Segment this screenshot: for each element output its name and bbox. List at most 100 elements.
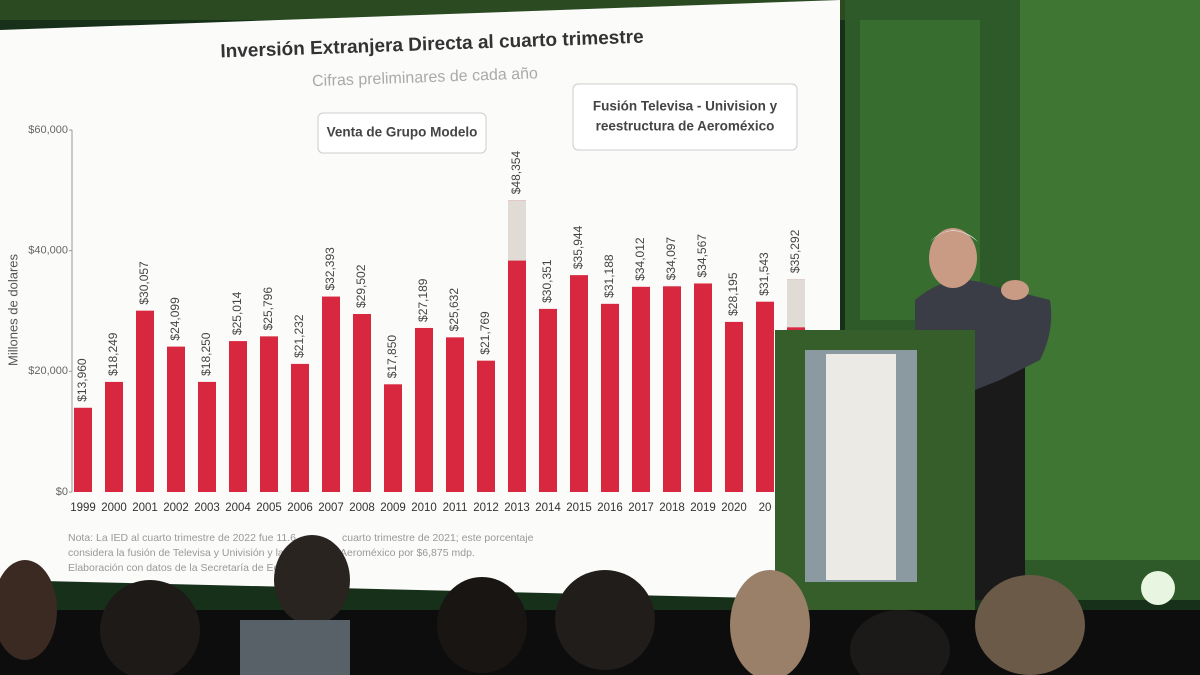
bar	[198, 381, 216, 492]
audience-head	[730, 570, 810, 675]
bar	[384, 384, 402, 492]
value-label: $34,012	[633, 237, 647, 281]
bar	[663, 286, 681, 492]
audience-head	[850, 610, 950, 675]
value-label: $34,567	[695, 234, 709, 278]
annotation: Venta de Grupo Modelo	[327, 125, 478, 140]
value-label: $13,960	[75, 358, 89, 402]
value-label: $48,354	[509, 151, 523, 195]
bar	[322, 296, 340, 492]
value-label: $21,769	[478, 311, 492, 355]
value-label: $35,944	[571, 225, 585, 269]
bar	[105, 381, 123, 492]
bar	[291, 363, 309, 492]
note: cuarto trimestre de 2021; este porcentaj…	[342, 532, 534, 544]
special-segment	[787, 279, 805, 328]
annotation: Fusión Televisa - Univision y	[593, 99, 778, 114]
podium-sign	[826, 354, 896, 580]
bar	[136, 310, 154, 492]
bar	[229, 341, 247, 492]
y-tick-label: $40,000	[28, 245, 68, 257]
value-label: $31,543	[757, 252, 771, 296]
x-tick-label: 2015	[566, 502, 592, 514]
bar	[725, 321, 743, 492]
speaker-head	[929, 228, 977, 288]
y-tick-label: $0	[56, 486, 68, 498]
x-tick-label: 2013	[504, 502, 530, 514]
bar	[260, 336, 278, 492]
bar	[601, 303, 619, 492]
bar	[570, 275, 588, 492]
x-tick-label: 2012	[473, 502, 499, 514]
bar	[694, 283, 712, 492]
value-label: $31,188	[602, 254, 616, 298]
value-label: $35,292	[788, 229, 802, 273]
x-tick-label: 2006	[287, 502, 313, 514]
speaker-hair	[930, 230, 978, 242]
bar	[508, 200, 526, 492]
audience-head	[437, 577, 527, 673]
x-tick-label: 2016	[597, 502, 623, 514]
value-label: $30,057	[137, 261, 151, 305]
x-tick-label: 2000	[101, 502, 127, 514]
value-label: $30,351	[540, 259, 554, 303]
x-tick-label: 2001	[132, 502, 158, 514]
x-tick-label: 1999	[70, 502, 96, 514]
annotation: reestructura de Aeroméxico	[596, 119, 775, 134]
x-tick-label: 2018	[659, 502, 685, 514]
value-label: $18,249	[106, 332, 120, 376]
x-tick-label: 2014	[535, 502, 561, 514]
value-label: $18,250	[199, 332, 213, 376]
x-tick-label: 2005	[256, 502, 282, 514]
value-label: $34,097	[664, 237, 678, 281]
annotation-box	[317, 112, 487, 154]
bar	[539, 308, 557, 492]
value-label: $24,099	[168, 297, 182, 341]
audience-head	[0, 560, 57, 660]
audience-head	[975, 575, 1085, 675]
x-tick-label: 2003	[194, 502, 220, 514]
value-label: $32,393	[323, 247, 337, 291]
special-segment	[508, 200, 526, 261]
x-tick-label: 2002	[163, 502, 189, 514]
speaker-hand	[1001, 280, 1029, 300]
value-label: $17,850	[385, 335, 399, 379]
bar	[353, 314, 371, 492]
x-tick-label: 2011	[443, 502, 468, 514]
bar	[167, 346, 185, 492]
y-tick-label: $20,000	[28, 365, 68, 377]
x-tick-label: 2020	[721, 502, 747, 514]
x-tick-label: 2017	[628, 502, 654, 514]
audience-body	[240, 620, 350, 675]
value-label: $25,796	[261, 287, 275, 331]
value-label: $28,195	[726, 272, 740, 316]
stage-light	[1141, 571, 1175, 605]
note: considera la fusión de Televisa y Univis…	[68, 547, 284, 559]
audience-head	[274, 535, 350, 625]
annotation-box	[572, 83, 798, 151]
foliage	[1020, 0, 1200, 560]
value-label: $25,014	[230, 291, 244, 335]
value-label: $25,632	[447, 288, 461, 332]
value-label: $21,232	[292, 314, 306, 358]
note: Nota: La IED al cuarto trimestre de 2022…	[68, 532, 296, 544]
bar	[477, 360, 495, 492]
x-tick-label: 2004	[225, 502, 251, 514]
bar	[756, 301, 774, 492]
x-tick-label: 2010	[411, 502, 437, 514]
x-tick-label: 2007	[318, 502, 344, 514]
value-label: $29,502	[354, 264, 368, 308]
bar	[74, 407, 92, 492]
x-tick-label: 2019	[690, 502, 716, 514]
note: Elaboración con datos de la Secretaría d…	[68, 562, 285, 574]
x-tick-label: 20	[759, 502, 772, 514]
value-label: $27,189	[416, 278, 430, 322]
audience-head	[555, 570, 655, 670]
audience-head	[100, 580, 200, 675]
note: Aeroméxico por $6,875 mdp.	[340, 547, 475, 559]
bar	[632, 286, 650, 492]
bar	[415, 327, 433, 492]
x-tick-label: 2009	[380, 502, 406, 514]
